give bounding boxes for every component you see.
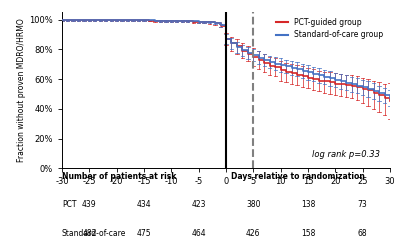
Text: 439: 439 [82,200,97,209]
Text: 138: 138 [301,200,315,209]
Legend: PCT-guided group, Standard-of-care group: PCT-guided group, Standard-of-care group [273,14,386,42]
Text: Standard-of-care: Standard-of-care [62,229,126,238]
Text: 475: 475 [137,229,151,238]
Text: 380: 380 [246,200,260,209]
Text: 426: 426 [246,229,260,238]
Text: 434: 434 [137,200,151,209]
Text: 482: 482 [82,229,96,238]
Y-axis label: Fraction without proven MDRO/HRMO: Fraction without proven MDRO/HRMO [18,18,26,162]
Text: 158: 158 [301,229,315,238]
Text: log rank p=0.33: log rank p=0.33 [312,150,380,159]
Text: 68: 68 [358,229,368,238]
Text: 73: 73 [358,200,368,209]
Text: Days relative to randomization: Days relative to randomization [232,172,365,181]
Text: Number of patients at risk: Number of patients at risk [62,172,176,181]
Text: 464: 464 [191,229,206,238]
Text: 423: 423 [192,200,206,209]
Text: PCT: PCT [62,200,76,209]
